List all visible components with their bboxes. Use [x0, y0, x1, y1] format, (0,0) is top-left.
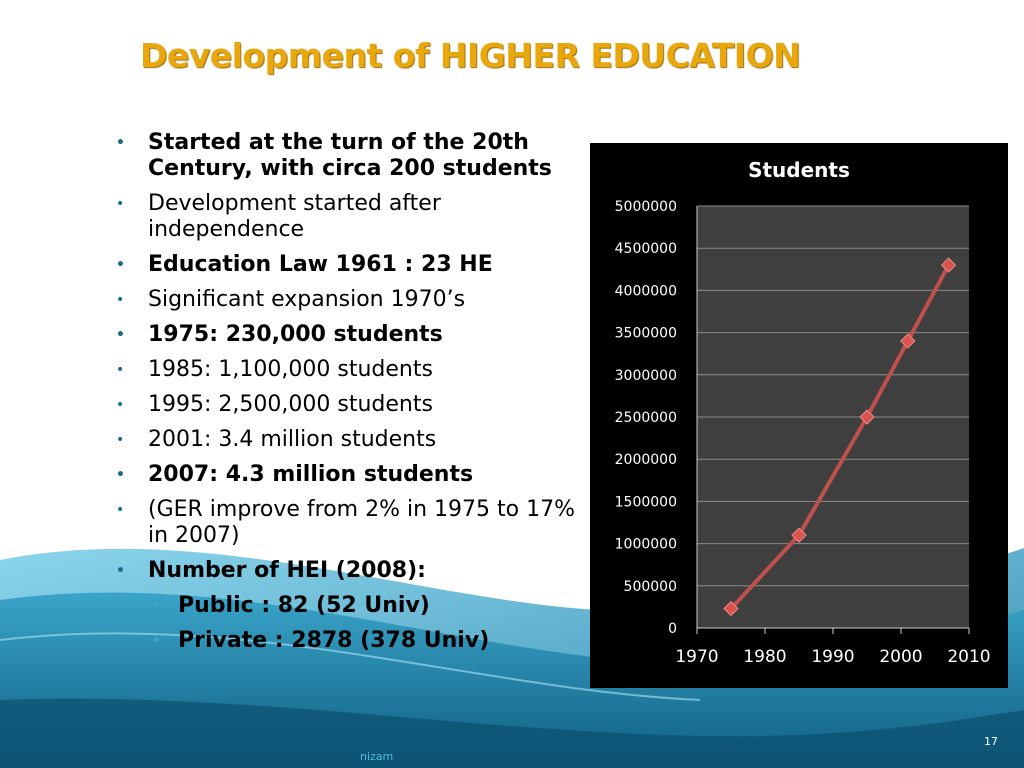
bullet-dot-icon: • [116, 362, 125, 378]
y-tick-label: 0 [668, 621, 677, 637]
y-tick-label: 3500000 [615, 326, 677, 342]
bullet-text: Number of HEI (2008): [148, 558, 426, 583]
x-tick-label: 1970 [675, 647, 718, 667]
bullet-dot-icon: • [116, 135, 125, 151]
bullet-text: 1985: 1,100,000 students [148, 357, 433, 382]
bullet-text: Significant expansion 1970’s [148, 287, 466, 312]
slide-number: 17 [984, 735, 998, 748]
bullet-dot-icon: • [116, 502, 125, 518]
bullet-text: 2007: 4.3 million students [148, 462, 474, 487]
data-point [723, 600, 739, 617]
x-tick-label: 1990 [811, 647, 854, 667]
bullet-item: • Significant expansion 1970’s [112, 287, 590, 313]
y-tick-label: 2500000 [615, 410, 677, 426]
chart-title: Students [748, 158, 850, 182]
bullet-dot-icon: • [116, 467, 125, 483]
y-tick-label: 4500000 [615, 241, 677, 257]
footer-text: nizam [360, 750, 394, 763]
bullet-dot-icon: • [116, 327, 125, 343]
bullet-dot-icon: • [116, 257, 125, 273]
y-tick-label: 4000000 [615, 283, 677, 299]
bullet-item: • Number of HEI (2008): [112, 558, 590, 584]
bullet-text: Education Law 1961 : 23 HE [148, 252, 493, 277]
bullet-dot-icon: • [152, 598, 161, 614]
data-point [900, 333, 916, 349]
y-tick-label: 2000000 [615, 452, 677, 468]
y-tick-label: 1000000 [615, 537, 677, 553]
x-tick-label: 2010 [947, 647, 990, 667]
bullet-item: • 1985: 1,100,000 students [112, 357, 590, 383]
bullet-dot-icon: • [116, 397, 125, 413]
bullet-text: Development started after independence [148, 191, 441, 242]
bullet-item: • 2007: 4.3 million students [112, 462, 590, 488]
bullet-text: Started at the turn of the 20th Century,… [148, 130, 552, 181]
sub-bullet-item: • Private : 2878 (378 Univ) [112, 628, 590, 654]
bullet-list: • Started at the turn of the 20th Century… [112, 130, 590, 663]
y-tick-label: 3000000 [615, 368, 677, 384]
bullet-item: • Started at the turn of the 20th Century… [112, 130, 590, 182]
bullet-dot-icon: • [116, 432, 125, 448]
bullet-text: (GER improve from 2% in 1975 to 17% in 2… [148, 497, 575, 548]
x-tick-label: 2000 [879, 647, 922, 667]
bullet-text: Private : 2878 (378 Univ) [178, 628, 490, 653]
data-point [940, 257, 957, 273]
bullet-item: • (GER improve from 2% in 1975 to 17% in … [112, 497, 590, 549]
bullet-item: • 1995: 2,500,000 students [112, 392, 590, 418]
bullet-dot-icon: • [152, 633, 161, 649]
bullet-item: • 2001: 3.4 million students [112, 427, 590, 453]
bullet-item: • Development started after independence [112, 191, 590, 243]
slide-title: Development of HIGHER EDUCATION [140, 36, 801, 75]
sub-bullet-item: • Public : 82 (52 Univ) [112, 593, 590, 619]
bullet-item: • 1975: 230,000 students [112, 322, 590, 348]
bullet-dot-icon: • [116, 292, 125, 308]
y-tick-label: 5000000 [615, 199, 677, 215]
y-tick-label: 1500000 [615, 494, 677, 510]
students-chart: Students 0 500000 1000000 1500000 2000000 2500… [590, 143, 1008, 688]
bullet-text: 1995: 2,500,000 students [148, 392, 433, 417]
bullet-text: 2001: 3.4 million students [148, 427, 437, 452]
bullet-item: • Education Law 1961 : 23 HE [112, 252, 590, 278]
bullet-dot-icon: • [116, 563, 125, 579]
bullet-dot-icon: • [116, 196, 125, 212]
data-point [791, 527, 807, 543]
bullet-text: 1975: 230,000 students [148, 322, 443, 347]
bullet-text: Public : 82 (52 Univ) [178, 593, 430, 618]
y-tick-label: 500000 [624, 579, 677, 595]
data-point [859, 409, 875, 425]
x-tick-label: 1980 [743, 647, 786, 667]
chart-svg: Students 0 500000 1000000 1500000 2000000 2500… [615, 158, 991, 667]
